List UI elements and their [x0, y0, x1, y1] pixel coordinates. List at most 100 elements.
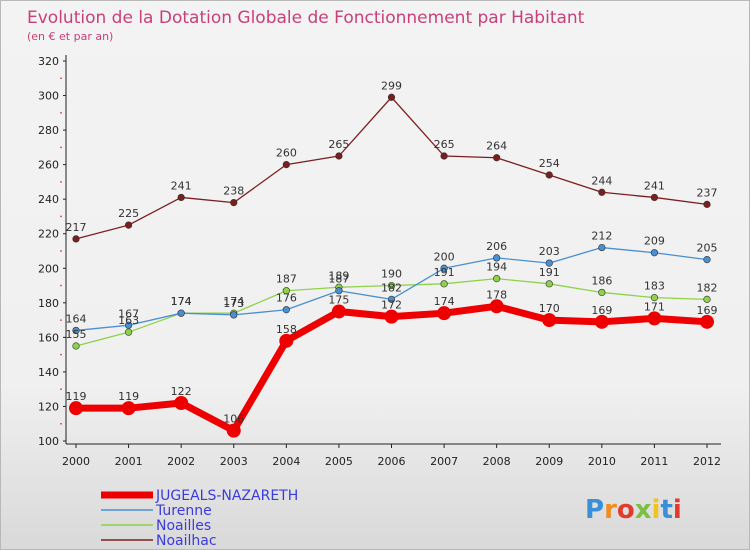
y-minor-tick [60, 284, 62, 287]
data-point-turenne [177, 309, 185, 317]
data-point-turenne [703, 256, 711, 264]
data-label-jugeals-nazareth: 170 [539, 302, 560, 315]
data-label-turenne: 209 [644, 235, 665, 248]
data-point-jugeals-nazareth [437, 306, 452, 321]
x-tick-label: 2001 [115, 455, 143, 468]
y-minor-tick [60, 111, 62, 114]
data-point-noailhac [387, 93, 396, 101]
x-tick-label: 2000 [62, 455, 90, 468]
y-minor-tick [60, 422, 62, 425]
x-tick-label: 2011 [640, 455, 668, 468]
data-label-noailles: 163 [118, 314, 139, 327]
data-label-noailles: 174 [223, 295, 244, 308]
data-label-noailles: 174 [171, 295, 192, 308]
legend-label: Turenne [155, 503, 212, 519]
data-label-noailhac: 260 [276, 147, 297, 160]
data-point-noailhac [124, 221, 133, 229]
brand-letter: o [617, 495, 635, 525]
data-label-jugeals-nazareth: 169 [697, 304, 718, 317]
data-label-jugeals-nazareth: 171 [644, 300, 665, 313]
data-point-turenne [650, 249, 659, 257]
data-point-noailles [124, 328, 133, 336]
y-tick-label: 120 [38, 400, 59, 413]
data-point-noailhac [493, 154, 501, 162]
data-point-jugeals-nazareth [69, 401, 83, 416]
x-tick-label: 2005 [325, 455, 353, 468]
data-point-noailles [493, 275, 501, 283]
brand-letter: i [673, 495, 682, 525]
data-point-turenne [72, 326, 80, 335]
data-point-turenne [335, 287, 343, 295]
data-point-jugeals-nazareth [594, 314, 609, 329]
data-point-noailhac [598, 188, 606, 196]
data-point-turenne [598, 243, 606, 252]
data-point-noailhac [230, 199, 238, 207]
data-point-turenne [230, 311, 238, 319]
data-point-jugeals-nazareth [700, 314, 714, 329]
data-label-jugeals-nazareth: 122 [171, 385, 192, 398]
data-label-turenne: 206 [486, 240, 507, 253]
data-point-jugeals-nazareth [384, 309, 399, 324]
data-label-jugeals-nazareth: 169 [591, 304, 612, 317]
data-point-jugeals-nazareth [647, 311, 662, 326]
y-tick-label: 180 [38, 297, 59, 310]
data-label-noailles: 182 [697, 281, 718, 294]
data-label-noailhac: 265 [434, 138, 455, 151]
axes: 100 120 140 160 180 200 220 240 260 280 300 320 2000… [38, 55, 721, 468]
data-label-jugeals-nazareth: 119 [66, 390, 87, 403]
data-label-noailhac: 237 [697, 186, 718, 199]
data-label-noailles: 191 [539, 266, 560, 279]
y-tick-label: 240 [38, 193, 59, 206]
data-point-noailhac [440, 152, 448, 160]
data-point-jugeals-nazareth [331, 304, 346, 319]
data-label-noailhac: 238 [223, 185, 244, 198]
data-point-jugeals-nazareth [226, 423, 241, 438]
data-point-jugeals-nazareth [174, 396, 189, 410]
series-line-jugeals-nazareth [72, 302, 711, 435]
data-point-noailhac [650, 193, 659, 202]
y-minor-tick [60, 215, 62, 218]
data-point-noailles [545, 280, 553, 288]
data-point-turenne [282, 306, 290, 314]
data-label-turenne: 167 [118, 307, 139, 320]
data-point-jugeals-nazareth [121, 401, 136, 416]
x-tick-label: 2002 [167, 455, 195, 468]
data-point-noailles [650, 294, 659, 302]
brand-letter: P [585, 495, 604, 525]
y-tick-label: 220 [38, 228, 59, 241]
data-label-turenne: 176 [276, 292, 297, 305]
x-tick-label: 2007 [430, 455, 458, 468]
data-point-noailles [387, 281, 396, 290]
chart-subtitle: (en € et par an) [27, 30, 113, 43]
y-tick-label: 140 [38, 366, 59, 379]
data-label-turenne: 203 [539, 245, 560, 258]
data-label-turenne: 182 [381, 281, 402, 294]
y-minor-tick [60, 146, 62, 149]
y-minor-tick [60, 181, 62, 183]
y-minor-tick [60, 77, 62, 80]
y-minor-tick [60, 388, 62, 391]
data-label-noailles: 190 [381, 268, 402, 281]
data-label-turenne: 205 [697, 242, 718, 255]
data-label-turenne: 187 [328, 273, 349, 286]
x-tick-label: 2003 [220, 455, 248, 468]
data-point-noailles [72, 342, 80, 350]
data-label-noailhac: 241 [644, 179, 665, 192]
y-minor-tick [60, 250, 62, 252]
x-tick-label: 2010 [588, 455, 616, 468]
data-label-turenne: 200 [434, 250, 455, 263]
data-label-turenne: 212 [591, 230, 612, 243]
data-label-noailles: 186 [591, 274, 612, 287]
data-label-noailhac: 264 [486, 140, 507, 153]
data-point-turenne [493, 254, 501, 262]
y-tick-label: 280 [38, 124, 59, 137]
x-tick-label: 2009 [535, 455, 563, 468]
data-label-jugeals-nazareth: 119 [118, 390, 139, 403]
brand-letter: t [660, 495, 672, 525]
chart-title: Evolution de la Dotation Globale de Fonc… [27, 8, 585, 28]
data-point-turenne [387, 295, 396, 303]
data-label-turenne: 174 [171, 295, 192, 308]
data-label-jugeals-nazareth: 106 [223, 413, 244, 426]
